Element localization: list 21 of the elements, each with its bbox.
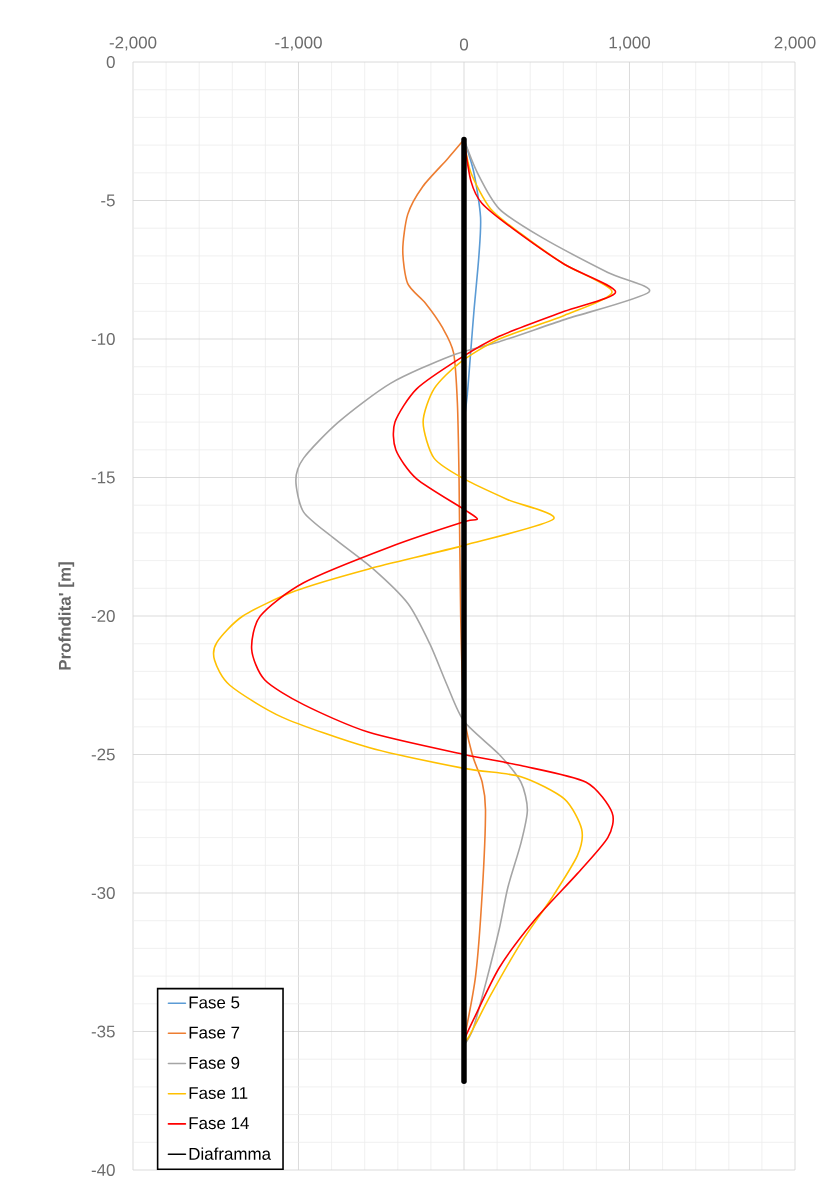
y-axis-title: Profndita' [m] <box>58 562 75 670</box>
x-tick-label: -2,000 <box>109 36 157 51</box>
legend-label: Fase 11 <box>189 1087 248 1099</box>
y-tick-label: -25 <box>91 748 115 761</box>
x-tick-label: 2,000 <box>774 36 816 51</box>
legend-label: Fase 9 <box>189 1056 240 1069</box>
x-tick-label: 0 <box>459 38 469 51</box>
x-tick-label: -1,000 <box>275 36 322 51</box>
y-tick-label: -5 <box>101 194 115 207</box>
legend-label: Fase 14 <box>189 1117 249 1130</box>
legend-label: Diaframma <box>189 1147 272 1160</box>
y-tick-label: -15 <box>91 471 115 484</box>
x-tick-label: 1,000 <box>609 36 651 51</box>
legend-label: Fase 7 <box>189 1026 240 1039</box>
y-tick-label: -35 <box>91 1025 115 1038</box>
y-tick-label: -30 <box>91 887 115 899</box>
y-tick-label: -20 <box>91 610 115 623</box>
y-tick-label: 0 <box>106 56 115 69</box>
legend-label: Fase 5 <box>189 996 240 1009</box>
y-tick-label: -40 <box>91 1163 115 1176</box>
y-tick-label: -10 <box>91 333 115 346</box>
